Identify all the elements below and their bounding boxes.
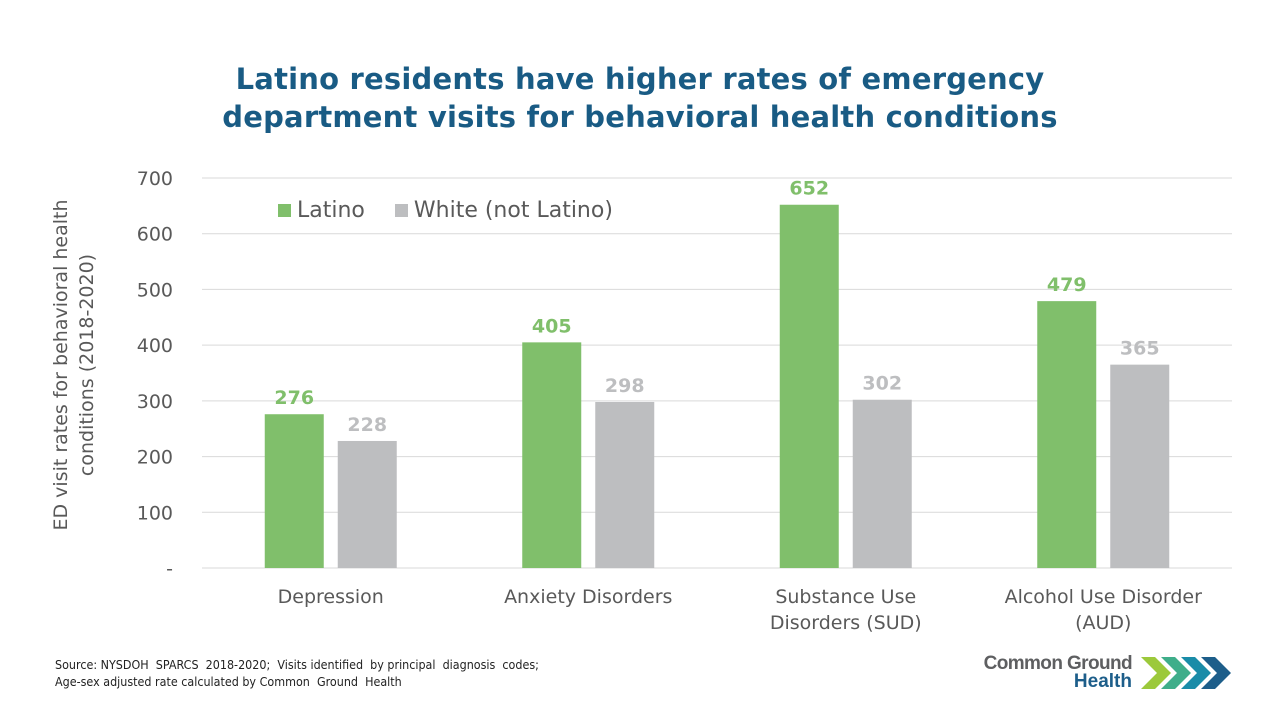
data-label: 228 bbox=[347, 414, 387, 436]
logo-text-line-1: Common Ground bbox=[983, 653, 1133, 674]
chart-title-line-1: Latino residents have higher rates of em… bbox=[235, 62, 1045, 96]
y-tick-label: 500 bbox=[137, 279, 173, 301]
x-tick-label: Anxiety Disorders bbox=[504, 586, 672, 608]
y-tick-label: 700 bbox=[137, 168, 173, 190]
source-line-1: Source: NYSDOH SPARCS 2018-2020; Visits … bbox=[55, 658, 539, 672]
bar-white bbox=[1110, 364, 1170, 568]
logo-chevron bbox=[1201, 657, 1231, 689]
data-labels: 276 228 405 298 652 302 479 365 bbox=[274, 178, 1159, 436]
y-tick-label: 300 bbox=[137, 391, 173, 413]
source-line-2: Age-sex adjusted rate calculated by Comm… bbox=[55, 675, 402, 689]
bar-white bbox=[852, 399, 912, 568]
logo-text-line-2: Health bbox=[1073, 671, 1132, 692]
bar-latino bbox=[1037, 301, 1097, 568]
legend-item-white: White (not Latino) bbox=[394, 198, 613, 223]
legend: Latino White (not Latino) bbox=[278, 198, 643, 223]
legend-label-latino: Latino bbox=[297, 198, 365, 223]
bar-latino bbox=[264, 414, 324, 568]
source-note: Source: NYSDOH SPARCS 2018-2020; Visits … bbox=[55, 657, 539, 691]
bar-white bbox=[337, 440, 397, 568]
data-label: 365 bbox=[1120, 338, 1160, 360]
x-tick-label: Disorders (SUD) bbox=[770, 612, 922, 634]
data-label: 298 bbox=[605, 375, 645, 397]
logo-chevron bbox=[1141, 657, 1171, 689]
y-tick-label: 100 bbox=[137, 502, 173, 524]
bar-latino bbox=[522, 342, 582, 568]
logo-chevron bbox=[1181, 657, 1211, 689]
common-ground-health-logo: Common Ground Health bbox=[976, 653, 1236, 693]
chart-title-line-2: department visits for behavioral health … bbox=[222, 100, 1058, 134]
y-axis-ticks: - 100 200 300 400 500 600 700 bbox=[137, 168, 173, 580]
bar-white bbox=[595, 401, 655, 568]
x-tick-label: Depression bbox=[278, 586, 384, 608]
data-label: 479 bbox=[1047, 274, 1087, 296]
x-axis-labels: Depression Anxiety Disorders Substance Use… bbox=[278, 586, 1202, 634]
data-label: 405 bbox=[532, 315, 572, 337]
data-label: 276 bbox=[274, 387, 314, 409]
x-tick-label: Alcohol Use Disorder bbox=[1005, 586, 1203, 608]
x-tick-label: Substance Use bbox=[775, 586, 916, 608]
legend-swatch-latino bbox=[278, 204, 291, 217]
y-tick-label: 400 bbox=[137, 335, 173, 357]
data-label: 652 bbox=[789, 178, 829, 200]
x-tick-label: (AUD) bbox=[1075, 612, 1131, 634]
y-tick-label: 600 bbox=[137, 224, 173, 246]
data-label: 302 bbox=[862, 373, 902, 395]
legend-swatch-white bbox=[394, 204, 408, 217]
y-tick-label: 200 bbox=[137, 447, 173, 469]
bars bbox=[264, 204, 1170, 568]
legend-item-latino: Latino bbox=[278, 198, 365, 223]
chart-title: Latino residents have higher rates of em… bbox=[0, 60, 1280, 136]
y-tick-label: - bbox=[166, 558, 173, 580]
legend-label-white: White (not Latino) bbox=[413, 198, 613, 223]
logo-chevron bbox=[1161, 657, 1191, 689]
chevron-arrows-icon bbox=[1141, 657, 1231, 689]
bar-latino bbox=[779, 204, 839, 568]
